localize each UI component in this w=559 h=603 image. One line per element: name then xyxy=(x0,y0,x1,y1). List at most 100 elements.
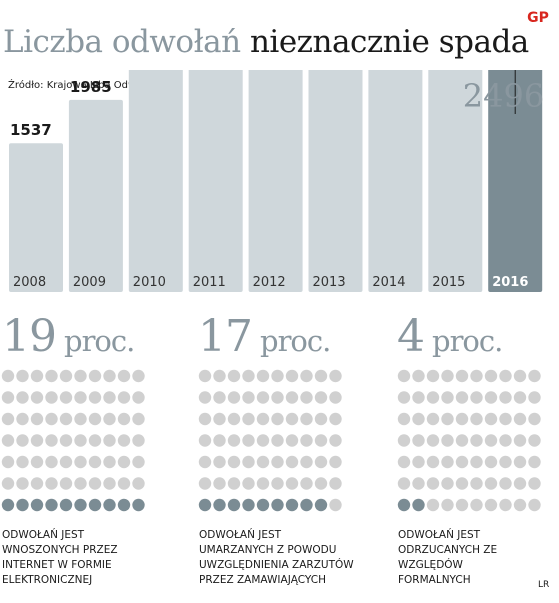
dot-empty xyxy=(213,391,226,404)
dot-empty xyxy=(513,455,527,469)
dot-empty xyxy=(528,434,541,447)
dot-filled xyxy=(412,498,425,512)
dot-empty xyxy=(1,391,15,404)
dot-empty xyxy=(426,369,440,383)
dot-empty xyxy=(1,455,15,469)
dot-empty xyxy=(499,434,512,447)
dot-empty xyxy=(227,369,241,383)
dot-empty xyxy=(484,412,498,426)
dot-empty xyxy=(470,412,483,426)
dot-empty xyxy=(300,477,313,490)
dot-filled xyxy=(16,498,29,512)
bar-2011 xyxy=(188,70,243,292)
dot-empty xyxy=(242,477,255,490)
dot-empty xyxy=(314,391,328,404)
dot-empty xyxy=(1,477,15,490)
dot-empty xyxy=(132,477,145,490)
dot-empty xyxy=(117,477,131,490)
dot-empty xyxy=(242,391,255,404)
dot-empty xyxy=(441,391,454,404)
dot-empty xyxy=(30,455,44,469)
logo-icon: GP xyxy=(523,9,553,27)
data-label-2009: 1985 xyxy=(70,78,112,96)
dot-empty xyxy=(30,412,44,426)
dot-empty xyxy=(213,434,226,447)
dot-empty xyxy=(499,391,512,404)
dot-empty xyxy=(242,412,255,426)
dot-empty xyxy=(426,477,440,490)
dot-empty xyxy=(455,369,469,383)
dot-empty xyxy=(45,477,58,490)
stat-2-unit: proc. xyxy=(260,324,331,358)
dot-empty xyxy=(329,369,342,383)
dot-empty xyxy=(74,477,87,490)
stat-2-caption-line: UWZGLĘDNIENIA ZARZUTÓW xyxy=(199,559,354,571)
bar-2016 xyxy=(488,70,543,292)
dot-empty xyxy=(300,412,313,426)
dot-empty xyxy=(74,369,87,383)
dot-filled xyxy=(256,498,270,512)
dot-filled xyxy=(30,498,44,512)
dot-empty xyxy=(213,369,226,383)
dot-empty xyxy=(412,391,425,404)
dot-empty xyxy=(59,391,73,404)
dot-empty xyxy=(499,477,512,490)
dot-empty xyxy=(88,369,102,383)
dot-empty xyxy=(484,477,498,490)
dot-empty xyxy=(513,391,527,404)
dot-empty xyxy=(271,434,284,447)
dot-empty xyxy=(470,498,483,512)
dot-empty xyxy=(285,369,299,383)
stat-1-caption-line: ODWOŁAŃ JEST xyxy=(2,529,85,541)
dot-empty xyxy=(513,498,527,512)
dot-empty xyxy=(88,477,102,490)
dot-empty xyxy=(242,369,255,383)
dot-empty xyxy=(16,391,29,404)
dot-empty xyxy=(455,498,469,512)
dot-filled xyxy=(103,498,116,512)
dot-empty xyxy=(455,434,469,447)
dot-empty xyxy=(470,477,483,490)
stat-2-value: 17 proc. xyxy=(198,313,331,365)
dot-empty xyxy=(1,434,15,447)
dot-empty xyxy=(16,434,29,447)
dot-empty xyxy=(198,434,212,447)
dot-empty xyxy=(271,369,284,383)
tick-label-2010: 2010 xyxy=(133,275,166,290)
dot-empty xyxy=(441,434,454,447)
dot-empty xyxy=(412,412,425,426)
logo-text: GP xyxy=(527,10,549,26)
dot-filled xyxy=(88,498,102,512)
dot-empty xyxy=(198,412,212,426)
tick-label-2015: 2015 xyxy=(432,275,465,290)
dot-empty xyxy=(74,455,87,469)
dot-empty xyxy=(314,412,328,426)
dot-empty xyxy=(528,391,541,404)
dot-empty xyxy=(426,412,440,426)
dot-empty xyxy=(412,455,425,469)
dot-empty xyxy=(470,455,483,469)
stat-1-caption-line: ELEKTRONICZNEJ xyxy=(2,574,93,586)
dot-empty xyxy=(513,434,527,447)
dot-empty xyxy=(227,434,241,447)
stat-2-caption: ODWOŁAŃ JEST UMARZANYCH Z POWODU UWZGLĘD… xyxy=(199,528,354,588)
stat-1-unit: proc. xyxy=(64,324,135,358)
dot-empty xyxy=(285,391,299,404)
dot-empty xyxy=(528,369,541,383)
dot-empty xyxy=(300,391,313,404)
dot-empty xyxy=(300,369,313,383)
data-label-2016: 2496 xyxy=(463,77,544,115)
stat-1-caption-line: WNOSZONYCH PRZEZ xyxy=(2,544,118,556)
dot-empty xyxy=(513,369,527,383)
dot-empty xyxy=(132,412,145,426)
dot-empty xyxy=(397,477,411,490)
dot-empty xyxy=(117,434,131,447)
bar-2008 xyxy=(9,143,63,292)
dot-empty xyxy=(285,412,299,426)
dot-empty xyxy=(45,455,58,469)
dot-empty xyxy=(256,369,270,383)
dot-filled xyxy=(117,498,131,512)
stat-1-number: 19 xyxy=(2,311,57,362)
stat-3-caption-line: ODRZUCANYCH ZE xyxy=(398,544,498,556)
dot-empty xyxy=(441,369,454,383)
